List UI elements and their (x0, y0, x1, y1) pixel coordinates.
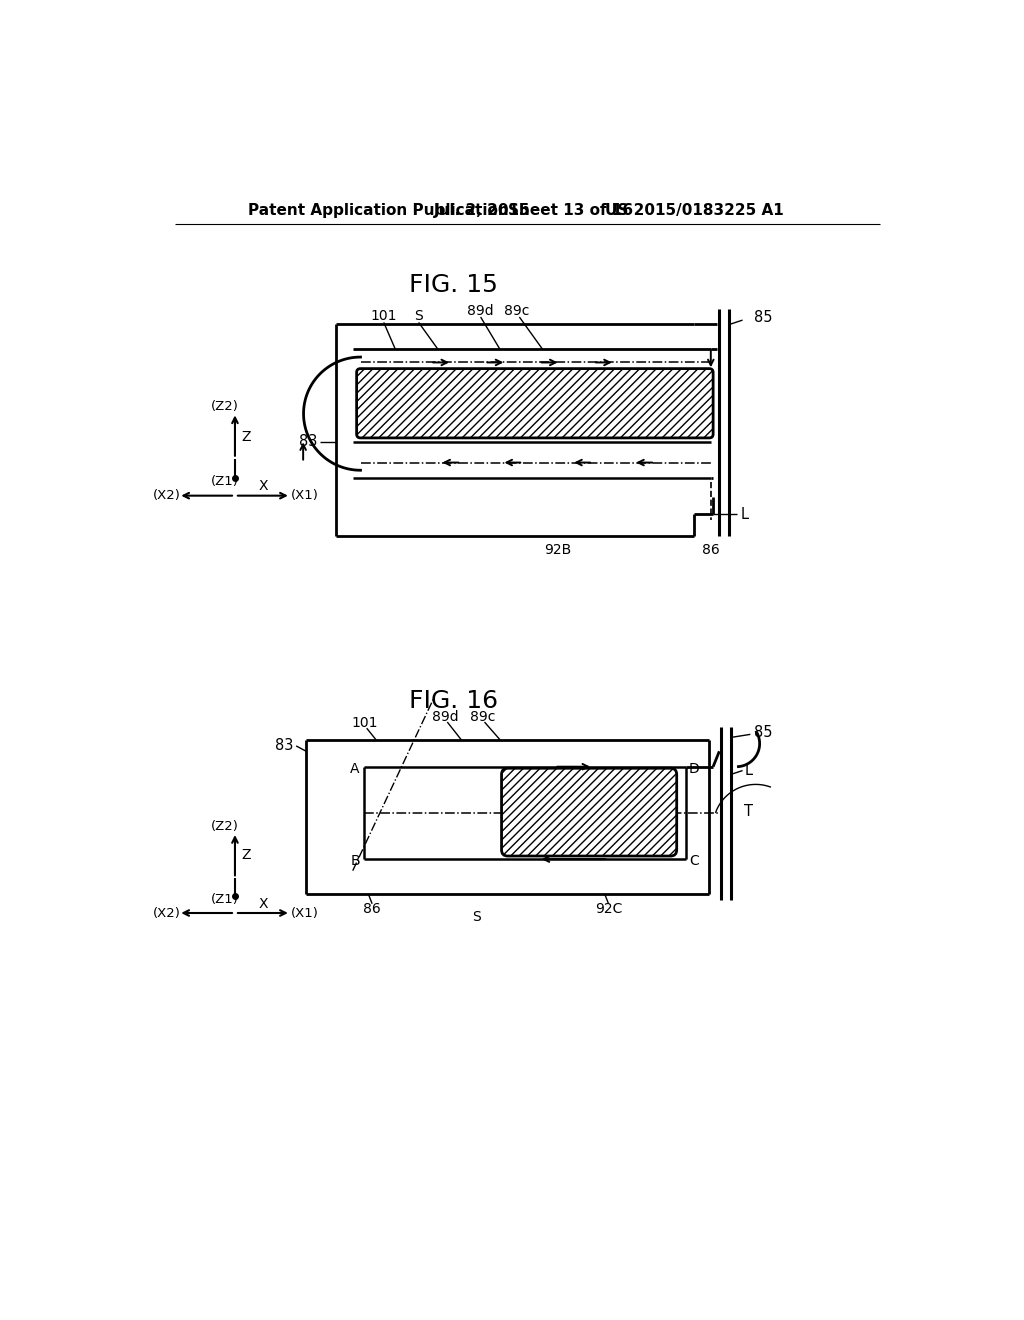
Text: 85: 85 (755, 725, 773, 739)
Text: A: A (350, 762, 359, 776)
Text: Z: Z (241, 430, 251, 444)
Text: X: X (259, 479, 268, 494)
Text: US 2015/0183225 A1: US 2015/0183225 A1 (604, 203, 783, 218)
Text: X: X (259, 896, 268, 911)
Text: (Z2): (Z2) (211, 820, 239, 833)
Text: S: S (472, 909, 481, 924)
FancyBboxPatch shape (502, 768, 677, 855)
Text: (X1): (X1) (291, 490, 318, 502)
Text: (Z1): (Z1) (211, 475, 239, 488)
Text: (Z2): (Z2) (211, 400, 239, 413)
Text: FIG. 16: FIG. 16 (409, 689, 498, 713)
Text: 89c: 89c (505, 304, 529, 318)
Text: 89c: 89c (470, 710, 496, 723)
Text: T: T (744, 804, 753, 818)
FancyBboxPatch shape (356, 368, 713, 438)
Text: Sheet 13 of 16: Sheet 13 of 16 (508, 203, 633, 218)
Text: 92B: 92B (545, 543, 571, 557)
Text: B: B (350, 854, 359, 869)
Text: 89d: 89d (467, 304, 494, 318)
Text: 101: 101 (351, 715, 378, 730)
Text: L: L (744, 763, 752, 777)
Text: 86: 86 (364, 902, 381, 916)
Text: 83: 83 (299, 434, 317, 449)
Text: C: C (689, 854, 698, 869)
Text: 86: 86 (701, 543, 720, 557)
Text: 85: 85 (755, 310, 773, 325)
Text: FIG. 15: FIG. 15 (409, 273, 498, 297)
Text: 89d: 89d (432, 710, 459, 723)
Text: (X2): (X2) (153, 490, 180, 502)
Text: Patent Application Publication: Patent Application Publication (248, 203, 509, 218)
Text: 83: 83 (275, 738, 294, 754)
Text: S: S (415, 309, 423, 323)
Text: Jul. 2, 2015: Jul. 2, 2015 (434, 203, 530, 218)
Text: (X2): (X2) (153, 907, 180, 920)
Text: 101: 101 (371, 309, 397, 323)
Text: (Z1): (Z1) (211, 892, 239, 906)
Text: D: D (688, 762, 699, 776)
Text: L: L (740, 507, 749, 521)
Text: 92C: 92C (595, 902, 623, 916)
Text: Z: Z (241, 849, 251, 862)
Text: (X1): (X1) (291, 907, 318, 920)
